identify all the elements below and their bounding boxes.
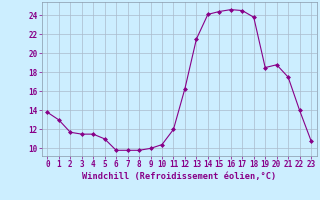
X-axis label: Windchill (Refroidissement éolien,°C): Windchill (Refroidissement éolien,°C): [82, 172, 276, 181]
